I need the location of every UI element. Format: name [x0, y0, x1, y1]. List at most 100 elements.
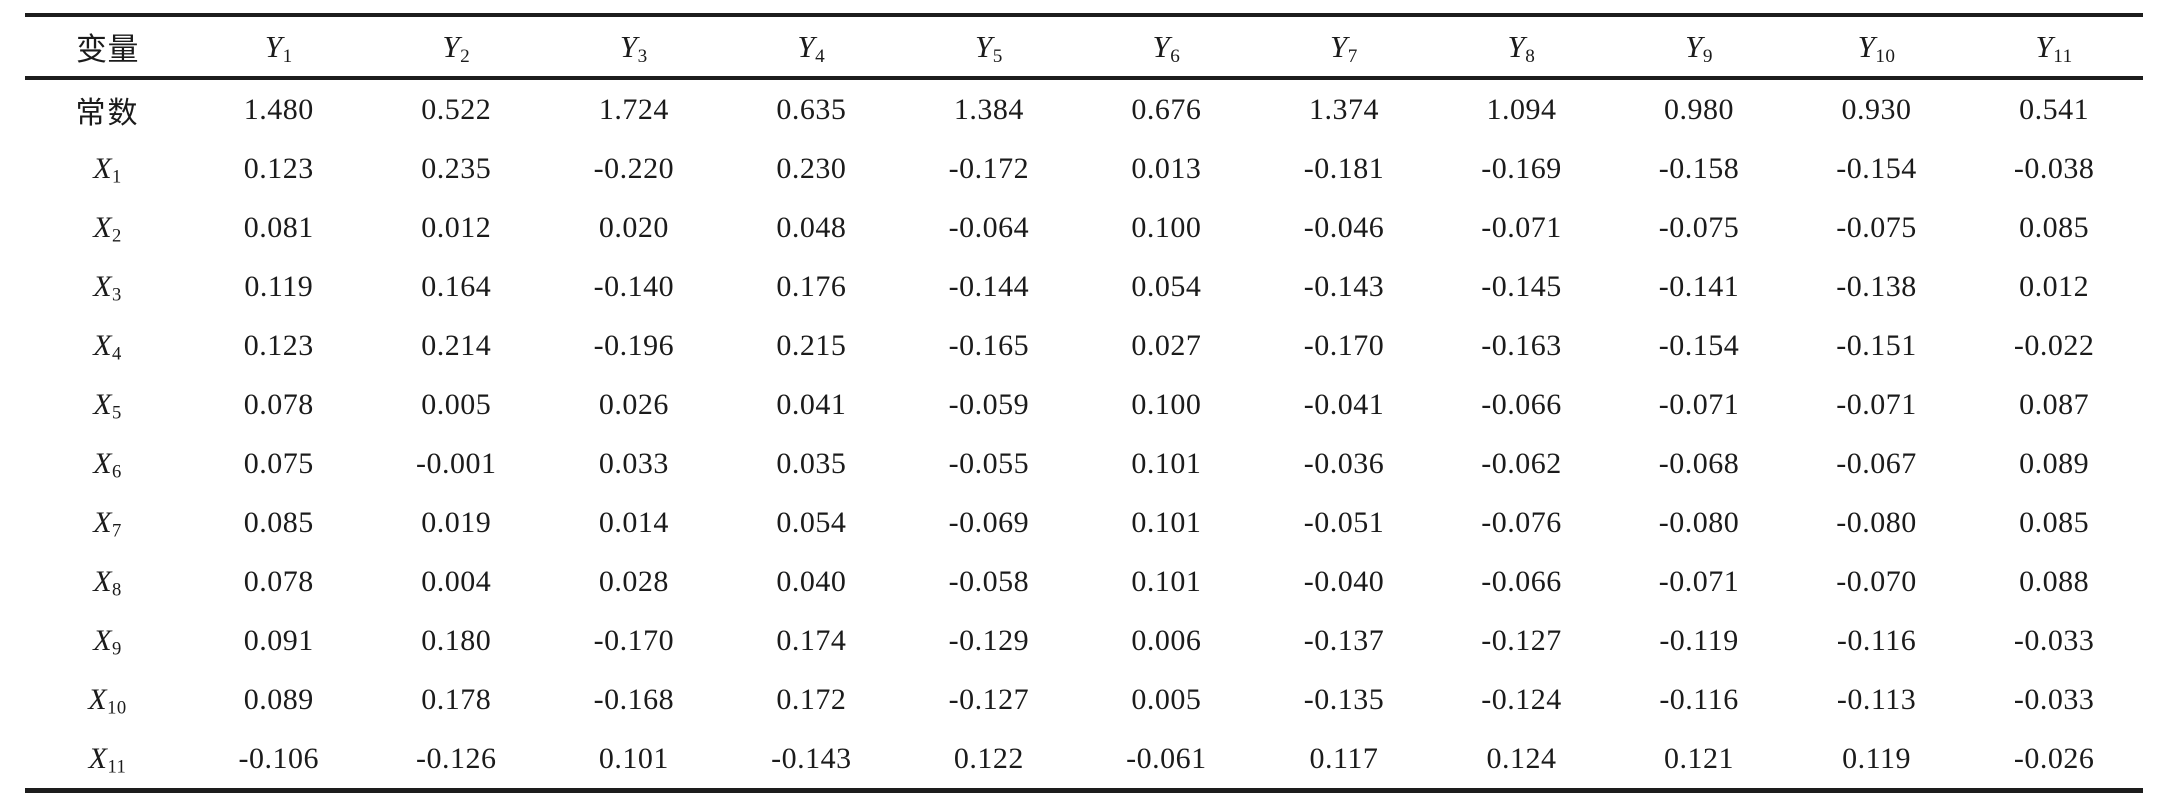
value-cell: 0.124 [1486, 741, 1557, 775]
value-cell: -0.071 [1481, 210, 1562, 244]
value-cell: -0.001 [416, 446, 497, 480]
table-row: 常数 1.480 0.522 1.724 0.635 1.384 0.676 1.374 1.0… [25, 78, 2143, 139]
value-cell: 0.012 [2019, 269, 2090, 303]
table-row: X2 0.081 0.012 0.020 0.048 -0.064 0.100 -0.046 -… [25, 198, 2143, 257]
value-cell: 0.676 [1131, 92, 1202, 126]
value-cell: -0.145 [1481, 269, 1562, 303]
value-cell: -0.158 [1658, 151, 1740, 185]
value-cell: 0.005 [421, 387, 492, 421]
value-cell: 0.174 [776, 623, 847, 657]
value-cell: 0.635 [776, 92, 847, 126]
row-label: X11 [88, 741, 127, 778]
value-cell: -0.080 [1836, 505, 1917, 539]
value-cell: -0.141 [1658, 269, 1740, 303]
value-cell: -0.026 [2013, 741, 2095, 775]
table-row: X1 0.123 0.235 -0.220 0.230 -0.172 0.013 -0.181… [25, 139, 2143, 198]
value-cell: 0.075 [243, 446, 314, 480]
value-cell: -0.061 [1126, 741, 1207, 775]
table-row: X10 0.089 0.178 -0.168 0.172 -0.127 0.005 -0.13… [25, 670, 2143, 729]
value-cell: 0.101 [1131, 505, 1202, 539]
table-row: X11 -0.106 -0.126 0.101 -0.143 0.122 -0.061 0.1… [25, 729, 2143, 791]
row-label: 常数 [75, 96, 140, 130]
value-cell: 0.176 [776, 269, 847, 303]
value-cell: -0.196 [593, 328, 675, 362]
paper-table-page: 变量 Y1 Y2 Y3 Y4 Y5 Y6 Y7 Y8 Y9 Y10 Y11 常数 1.480 0.522… [0, 13, 2168, 800]
value-cell: -0.129 [948, 623, 1030, 657]
value-cell: 0.119 [1842, 741, 1911, 775]
regression-coefficients-table: 变量 Y1 Y2 Y3 Y4 Y5 Y6 Y7 Y8 Y9 Y10 Y11 常数 1.480 0.522… [25, 13, 2143, 793]
value-cell: 0.033 [598, 446, 669, 480]
value-cell: 0.101 [1131, 564, 1202, 598]
value-cell: -0.170 [1303, 328, 1385, 362]
value-cell: -0.113 [1836, 682, 1917, 716]
value-cell: 1.374 [1308, 92, 1379, 126]
value-cell: 0.930 [1841, 92, 1912, 126]
value-cell: 0.078 [243, 564, 314, 598]
value-cell: -0.033 [2013, 682, 2095, 716]
value-cell: -0.169 [1481, 151, 1562, 185]
value-cell: -0.075 [1658, 210, 1740, 244]
value-cell: -0.071 [1836, 387, 1917, 421]
row-label: X8 [93, 564, 122, 601]
value-cell: 0.123 [243, 151, 314, 185]
value-cell: 0.012 [421, 210, 492, 244]
table-row: X6 0.075 -0.001 0.033 0.035 -0.055 0.101 -0.036… [25, 434, 2143, 493]
value-cell: -0.040 [1303, 564, 1385, 598]
value-cell: -0.069 [948, 505, 1030, 539]
column-header-Y8: Y8 [1507, 28, 1536, 67]
column-header-Y7: Y7 [1330, 28, 1358, 67]
row-label: X4 [93, 328, 122, 365]
value-cell: 0.085 [243, 505, 314, 539]
value-cell: -0.067 [1836, 446, 1917, 480]
value-cell: 1.480 [243, 92, 314, 126]
table-row: X3 0.119 0.164 -0.140 0.176 -0.144 0.054 -0.143… [25, 257, 2143, 316]
value-cell: -0.124 [1481, 682, 1562, 716]
value-cell: 0.019 [421, 505, 492, 539]
value-cell: 0.005 [1131, 682, 1202, 716]
table-row: X5 0.078 0.005 0.026 0.041 -0.059 0.100 -0.041 -… [25, 375, 2143, 434]
column-header-Y6: Y6 [1152, 28, 1181, 67]
value-cell: -0.220 [593, 151, 675, 185]
value-cell: 1.384 [953, 92, 1024, 126]
value-cell: -0.154 [1658, 328, 1740, 362]
value-cell: -0.071 [1658, 387, 1740, 421]
variable-column-header: 变量 [76, 32, 139, 67]
value-cell: -0.064 [948, 210, 1030, 244]
value-cell: 0.100 [1131, 387, 1202, 421]
value-cell: -0.154 [1836, 151, 1917, 185]
value-cell: 0.028 [598, 564, 669, 598]
value-cell: 0.040 [776, 564, 847, 598]
column-header-Y11: Y11 [2035, 28, 2073, 67]
value-cell: -0.140 [593, 269, 675, 303]
value-cell: 0.121 [1664, 741, 1735, 775]
column-header-Y2: Y2 [442, 28, 471, 67]
value-cell: 0.088 [2019, 564, 2090, 598]
value-cell: -0.075 [1836, 210, 1917, 244]
table-row: X7 0.085 0.019 0.014 0.054 -0.069 0.101 -0.051 -… [25, 493, 2143, 552]
value-cell: 0.081 [243, 210, 314, 244]
value-cell: 0.230 [776, 151, 847, 185]
value-cell: -0.127 [948, 682, 1030, 716]
value-cell: 0.100 [1131, 210, 1202, 244]
value-cell: 0.101 [1131, 446, 1202, 480]
value-cell: -0.181 [1303, 151, 1385, 185]
value-cell: 0.054 [776, 505, 847, 539]
column-header-Y9: Y9 [1685, 28, 1713, 67]
column-header-Y10: Y10 [1857, 28, 1896, 67]
row-label: X9 [93, 623, 122, 660]
value-cell: -0.051 [1303, 505, 1385, 539]
value-cell: -0.116 [1659, 682, 1739, 716]
value-cell: -0.062 [1481, 446, 1562, 480]
value-cell: -0.055 [948, 446, 1030, 480]
value-cell: 0.178 [421, 682, 492, 716]
value-cell: -0.058 [948, 564, 1030, 598]
row-label: X7 [93, 505, 122, 542]
value-cell: 0.541 [2019, 92, 2090, 126]
value-cell: 0.091 [243, 623, 314, 657]
value-cell: 0.214 [421, 328, 492, 362]
value-cell: -0.172 [948, 151, 1030, 185]
column-header-Y3: Y3 [619, 28, 648, 67]
header-row: 变量 Y1 Y2 Y3 Y4 Y5 Y6 Y7 Y8 Y9 Y10 Y11 [25, 15, 2143, 78]
value-cell: 0.089 [2019, 446, 2090, 480]
value-cell: 0.085 [2019, 505, 2090, 539]
